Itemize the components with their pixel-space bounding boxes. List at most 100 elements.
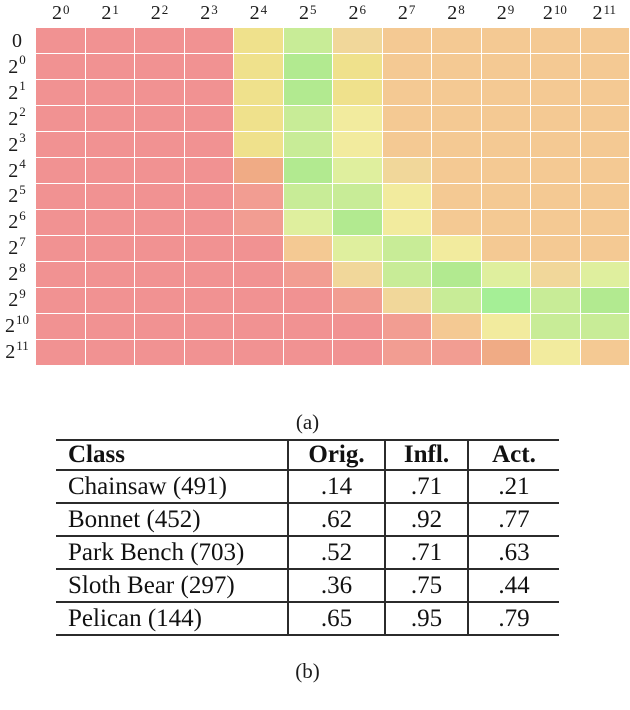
heatmap-cell xyxy=(580,80,629,105)
table-row: Sloth Bear (297) .36.75.44 xyxy=(56,568,559,603)
heatmap-cell xyxy=(481,106,530,131)
heatmap-cell xyxy=(382,340,431,365)
value-cell: .21 xyxy=(467,469,559,504)
heatmap-cell xyxy=(36,106,85,131)
heatmap-cell xyxy=(382,314,431,339)
heatmap-cell xyxy=(234,184,283,209)
results-table-wrap: Class Orig. Infl. Act. Chainsaw (491) .14.71… xyxy=(56,439,559,636)
heatmap-cell xyxy=(333,314,382,339)
heatmap-cell xyxy=(531,314,580,339)
heatmap-cell xyxy=(432,54,481,79)
heatmap-cell xyxy=(531,288,580,313)
heatmap-cell xyxy=(85,288,134,313)
value-cell: .75 xyxy=(384,568,468,603)
value-cell: .79 xyxy=(467,601,559,636)
heatmap-cell xyxy=(184,184,233,209)
heatmap-cell xyxy=(382,236,431,261)
heatmap-cell xyxy=(234,288,283,313)
heatmap-cell xyxy=(36,288,85,313)
heatmap-cell xyxy=(333,184,382,209)
heatmap-cell xyxy=(234,106,283,131)
heatmap-cell xyxy=(432,106,481,131)
heatmap-y-axis-labels: 0 2 0 2 1 2 2 2 3 2 4 2 5 2 6 2 7 2 8 2 9 2 10 2 11 xyxy=(0,28,34,365)
heatmap-cell xyxy=(531,184,580,209)
heatmap-cell xyxy=(333,106,382,131)
heatmap-cell xyxy=(283,158,332,183)
heatmap-cell xyxy=(184,158,233,183)
heatmap-cell xyxy=(85,80,134,105)
heatmap-cell xyxy=(333,288,382,313)
heatmap-cell xyxy=(481,184,530,209)
y-tick-label: 2 10 xyxy=(5,311,29,338)
heatmap-cell xyxy=(432,80,481,105)
heatmap-cell xyxy=(333,158,382,183)
heatmap-cell xyxy=(382,288,431,313)
heatmap-cell xyxy=(531,210,580,235)
heatmap-cell xyxy=(85,314,134,339)
heatmap-cell xyxy=(580,158,629,183)
heatmap-cell xyxy=(283,80,332,105)
heatmap-cell xyxy=(234,314,283,339)
heatmap-cell xyxy=(481,210,530,235)
heatmap-cell xyxy=(283,184,332,209)
heatmap-cell xyxy=(283,28,332,53)
value-cell: .14 xyxy=(287,469,385,504)
y-tick-label: 2 11 xyxy=(5,337,29,364)
heatmap-cell xyxy=(432,158,481,183)
heatmap-cell xyxy=(283,314,332,339)
heatmap-cell xyxy=(85,28,134,53)
heatmap-cell xyxy=(432,184,481,209)
heatmap-cell xyxy=(85,106,134,131)
heatmap-cell xyxy=(36,158,85,183)
heatmap-cell xyxy=(184,340,233,365)
class-cell: Park Bench (703) xyxy=(56,535,288,570)
heatmap-cell xyxy=(580,106,629,131)
results-table-header: Class Orig. Infl. Act. xyxy=(56,439,559,471)
subfigure-caption-b: (b) xyxy=(295,659,320,683)
heatmap-cell xyxy=(432,340,481,365)
heatmap-cell xyxy=(135,80,184,105)
heatmap-cell xyxy=(432,288,481,313)
heatmap-cell xyxy=(382,54,431,79)
heatmap-cell xyxy=(135,28,184,53)
heatmap-cell xyxy=(283,132,332,157)
heatmap-cell xyxy=(382,132,431,157)
heatmap-cell xyxy=(184,236,233,261)
heatmap-cell xyxy=(432,210,481,235)
heatmap-cell xyxy=(36,210,85,235)
heatmap-cell xyxy=(432,262,481,287)
heatmap-cell xyxy=(283,106,332,131)
heatmap-cell xyxy=(135,106,184,131)
heatmap-cell xyxy=(531,54,580,79)
heatmap-cell xyxy=(36,314,85,339)
heatmap-cell xyxy=(283,54,332,79)
heatmap-cell xyxy=(531,80,580,105)
value-cell: .71 xyxy=(384,469,468,504)
heatmap-cell xyxy=(234,262,283,287)
heatmap-cell xyxy=(382,80,431,105)
heatmap-cell xyxy=(135,340,184,365)
x-tick-label: 2 10 xyxy=(542,2,567,24)
class-cell: Pelican (144) xyxy=(56,601,288,636)
class-cell: Chainsaw (491) xyxy=(56,469,288,504)
heatmap-cell xyxy=(481,80,530,105)
value-cell: .92 xyxy=(384,502,468,537)
heatmap-cell xyxy=(481,262,530,287)
heatmap-cell xyxy=(184,314,233,339)
heatmap-cell xyxy=(432,236,481,261)
heatmap-cell xyxy=(234,340,283,365)
value-cell: .63 xyxy=(467,535,559,570)
x-tick-label: 2 11 xyxy=(592,2,617,24)
heatmap-cell xyxy=(580,184,629,209)
heatmap-cell xyxy=(234,236,283,261)
heatmap-cell xyxy=(184,106,233,131)
